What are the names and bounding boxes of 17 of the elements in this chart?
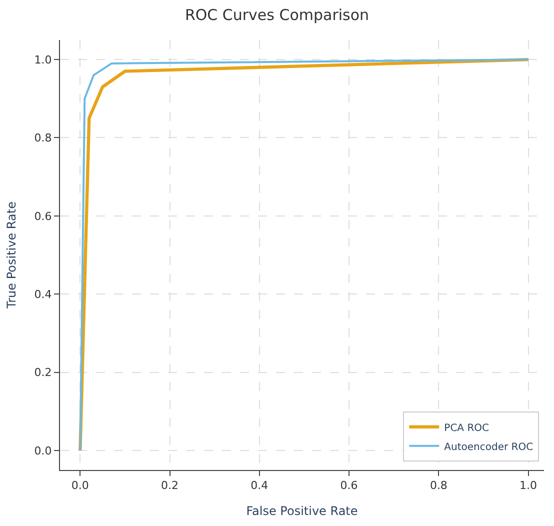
x-tick-label: 0.8: [430, 479, 448, 492]
legend-label: Autoencoder ROC: [444, 442, 534, 453]
x-tick-label: 0.2: [161, 479, 179, 492]
x-tick-label: 0.6: [340, 479, 358, 492]
y-axis-title: True Positive Rate: [4, 202, 19, 310]
x-tick-label: 0.0: [71, 479, 89, 492]
y-tick-label: 0.8: [34, 132, 52, 145]
y-tick-label: 1.0: [34, 53, 52, 66]
y-tick-label: 0.4: [34, 288, 52, 301]
y-tick-label: 0.0: [34, 444, 52, 458]
legend-label: PCA ROC: [444, 422, 490, 434]
y-tick-label: 0.2: [34, 366, 52, 380]
x-tick-label: 0.4: [250, 479, 268, 492]
y-tick-label: 0.6: [34, 210, 52, 223]
chart-title: ROC Curves Comparison: [184, 6, 370, 24]
x-tick-label: 1.0: [520, 479, 538, 492]
x-axis-title: False Positive Rate: [246, 504, 358, 518]
